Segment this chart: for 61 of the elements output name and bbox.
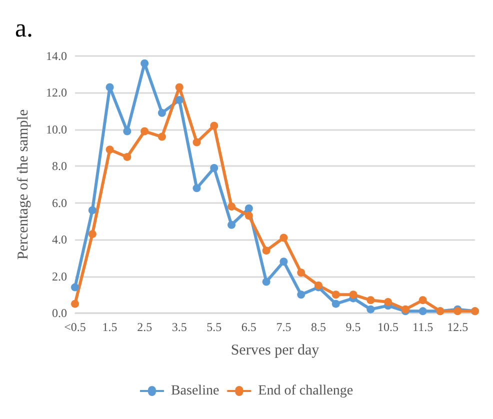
y-tick-label: 0.0 [52, 306, 67, 320]
x-tick-label: 8.5 [310, 320, 326, 334]
point [88, 230, 96, 238]
chart-title: a. [15, 14, 34, 42]
point [106, 146, 114, 154]
point [123, 127, 132, 136]
point [332, 300, 340, 308]
x-tick-label: 11.5 [412, 320, 434, 334]
point [228, 220, 236, 229]
point [366, 296, 375, 304]
point [71, 283, 79, 292]
point [262, 278, 270, 286]
point [123, 152, 132, 161]
y-tick-label: 14.0 [46, 49, 67, 63]
x-tick-label: 6.5 [241, 320, 256, 334]
point [88, 206, 96, 214]
point [244, 212, 253, 220]
x-tick-label: 10.5 [378, 320, 399, 334]
point [297, 290, 306, 299]
y-tick-label: 4.0 [52, 232, 67, 247]
point [175, 83, 184, 92]
point [262, 246, 270, 255]
legend-label: Baseline [170, 384, 220, 398]
point [210, 164, 218, 172]
point [244, 204, 253, 212]
y-tick-label: 8.0 [52, 159, 67, 174]
point [192, 138, 201, 146]
point [297, 268, 306, 277]
x-axis-title: Serves per day [230, 342, 320, 358]
x-tick-label: 1.5 [102, 320, 118, 334]
legend-label: End of challenge [258, 384, 354, 398]
x-tick-label: 5.5 [206, 320, 222, 334]
y-axis-title: Percentage of the sample [16, 108, 32, 260]
point [158, 108, 166, 117]
point [332, 290, 340, 299]
point [71, 300, 79, 308]
x-tick-label: 7.5 [276, 320, 292, 334]
point [106, 83, 114, 92]
point [175, 96, 184, 104]
point [228, 202, 236, 211]
x-tick-label: <0.5 [64, 320, 86, 334]
x-tick-label: 2.5 [137, 320, 152, 334]
point [349, 290, 358, 299]
point [280, 258, 288, 266]
y-tick-label: 12.0 [46, 86, 67, 100]
point [418, 296, 427, 304]
x-tick-label: 9.5 [346, 320, 361, 334]
x-tick-label: 12.5 [447, 320, 468, 334]
point [418, 307, 427, 316]
point [210, 122, 218, 130]
point [280, 234, 288, 242]
point [140, 59, 149, 68]
y-tick-label: 6.0 [52, 196, 67, 210]
y-tick-label: 2.0 [52, 269, 67, 284]
point [366, 305, 375, 314]
point [158, 132, 166, 141]
y-tick-label: 10.0 [46, 122, 67, 136]
point [140, 127, 149, 136]
point [384, 298, 392, 306]
x-tick-label: 3.5 [172, 320, 187, 334]
point [192, 184, 201, 192]
